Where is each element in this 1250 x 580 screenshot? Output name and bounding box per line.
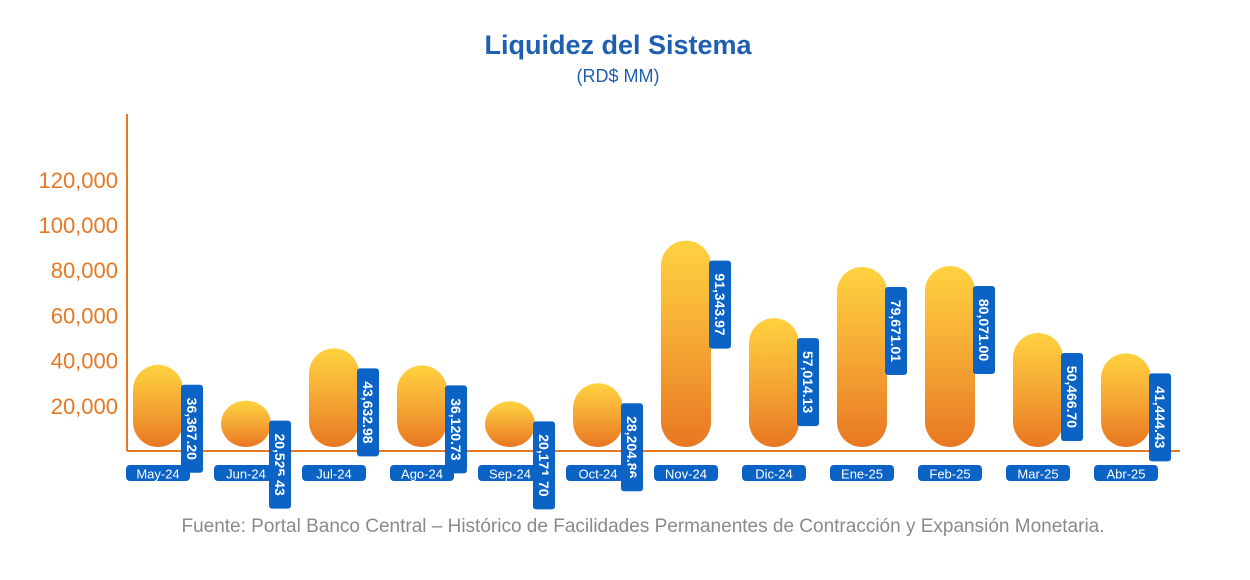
category-pill — [566, 465, 630, 481]
data-label: 41,444.43 — [1152, 386, 1168, 448]
bar — [309, 348, 359, 447]
x-tick-label: Oct-24 — [578, 467, 617, 482]
chart-title: Liquidez del Sistema — [484, 30, 752, 60]
category-pill — [1094, 465, 1158, 481]
value-label-tab — [269, 420, 291, 509]
y-tick-label: 60,000 — [51, 303, 118, 328]
category-pill — [1006, 465, 1070, 481]
x-tick-label: Jul-24 — [316, 467, 351, 482]
category-pill — [742, 465, 806, 481]
data-label: 20,525.43 — [272, 433, 288, 495]
data-label: 79,671.01 — [888, 300, 904, 362]
category-pill — [478, 465, 542, 481]
bar — [661, 240, 711, 447]
x-tick-label: Ene-25 — [841, 467, 883, 482]
data-label: 80,071.00 — [976, 299, 992, 361]
bar — [485, 401, 535, 447]
category-pill — [302, 465, 366, 481]
value-label-tab — [797, 338, 819, 427]
x-tick-label: Feb-25 — [929, 467, 970, 482]
chart-subtitle: (RD$ MM) — [576, 66, 660, 86]
value-label-tab — [973, 286, 995, 375]
bar — [749, 318, 799, 447]
data-label: 43,632.98 — [360, 381, 376, 443]
bar — [1013, 332, 1063, 447]
data-label: 57,014.13 — [800, 351, 816, 413]
y-tick-label: 80,000 — [51, 258, 118, 283]
bar — [221, 400, 271, 447]
category-pill — [214, 465, 278, 481]
value-label-tab — [357, 368, 379, 457]
bar — [133, 364, 183, 447]
category-pill — [654, 465, 718, 481]
category-pill — [390, 465, 454, 481]
category-pill — [830, 465, 894, 481]
y-tick-label: 100,000 — [38, 213, 118, 238]
value-label-tab — [533, 421, 555, 510]
bar — [837, 266, 887, 447]
value-label-tab — [1061, 352, 1083, 441]
x-tick-label: Jun-24 — [226, 467, 266, 482]
value-label-tab — [885, 286, 907, 375]
category-pill — [126, 465, 190, 481]
bar — [1101, 353, 1151, 447]
y-tick-label: 40,000 — [51, 349, 118, 374]
x-tick-label: Abr-25 — [1106, 467, 1145, 482]
value-label-tab — [709, 260, 731, 349]
data-label: 50,466.70 — [1064, 366, 1080, 428]
bar — [397, 365, 447, 447]
data-label: 20,171.70 — [536, 434, 552, 496]
x-tick-label: Nov-24 — [665, 467, 707, 482]
x-tick-label: May-24 — [136, 467, 179, 482]
data-label: 36,120.73 — [448, 398, 464, 460]
category-pill — [918, 465, 982, 481]
value-label-tab — [1149, 373, 1171, 462]
value-label-tab — [445, 385, 467, 474]
data-label: 91,343.97 — [712, 273, 728, 335]
x-tick-label: Dic-24 — [755, 467, 793, 482]
bar — [925, 266, 975, 447]
x-tick-label: Mar-25 — [1017, 467, 1058, 482]
source-note: Fuente: Portal Banco Central – Histórico… — [181, 516, 1105, 537]
x-tick-label: Sep-24 — [489, 467, 531, 482]
bar — [573, 383, 623, 447]
data-label: 36,367.20 — [184, 398, 200, 460]
y-tick-label: 120,000 — [38, 168, 118, 193]
data-label: 28,204.86 — [624, 416, 640, 478]
x-tick-label: Ago-24 — [401, 467, 443, 482]
y-tick-label: 20,000 — [51, 394, 118, 419]
value-label-tab — [181, 384, 203, 473]
